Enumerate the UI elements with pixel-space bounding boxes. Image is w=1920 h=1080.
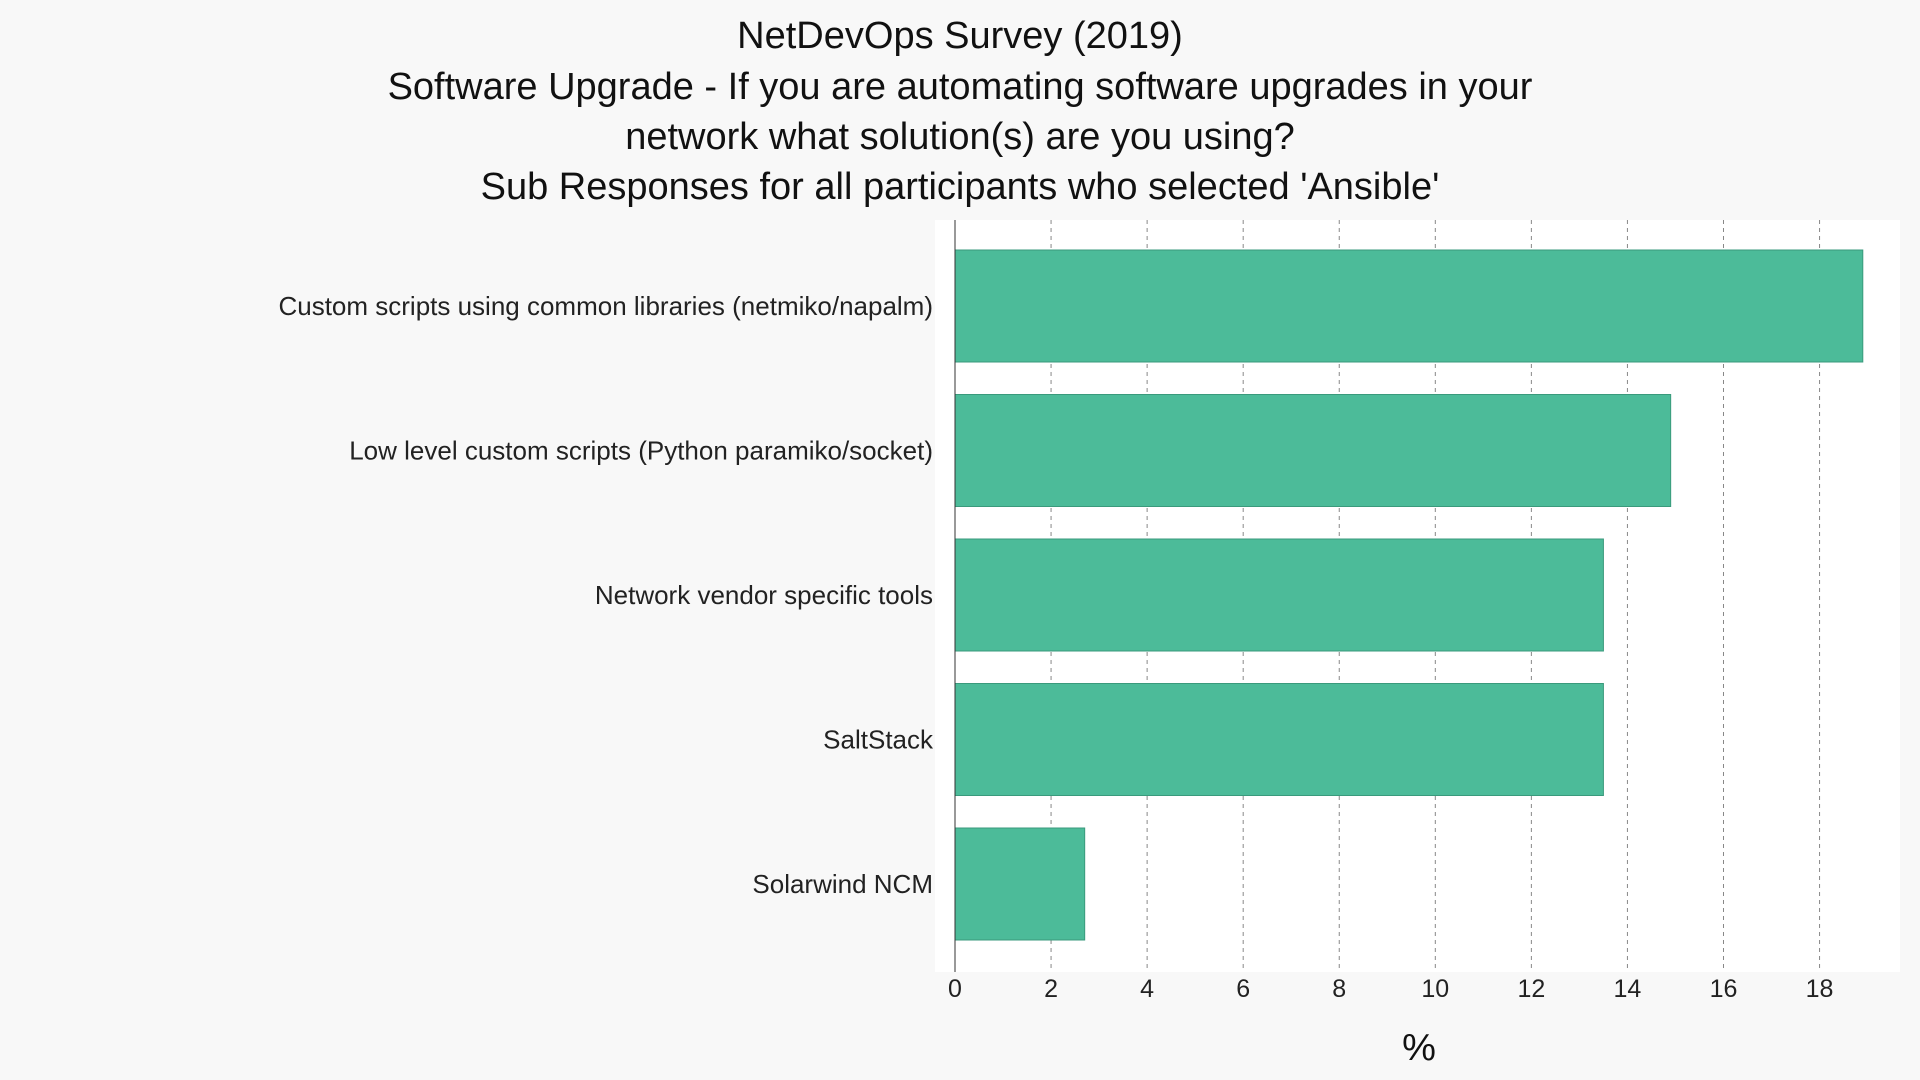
bar xyxy=(954,683,1604,796)
x-tick-label: 2 xyxy=(1044,975,1058,1003)
bar xyxy=(954,827,1086,941)
title-line-4: Sub Responses for all participants who s… xyxy=(481,166,1440,208)
x-axis-title: % xyxy=(1402,1027,1436,1069)
title-line-1: NetDevOps Survey (2019) xyxy=(737,15,1183,57)
title-line-3: network what solution(s) are you using? xyxy=(625,116,1295,158)
x-tick-label: 18 xyxy=(1806,975,1834,1003)
x-tick-label: 0 xyxy=(948,975,962,1003)
x-tick-label: 12 xyxy=(1517,975,1545,1003)
title-line-2: Software Upgrade - If you are automating… xyxy=(388,66,1533,108)
x-tick-label: 6 xyxy=(1236,975,1250,1003)
bar xyxy=(954,538,1604,652)
x-tick-label: 10 xyxy=(1421,975,1449,1003)
category-label: SaltStack xyxy=(823,725,934,755)
chart-title: NetDevOps Survey (2019) Software Upgrade… xyxy=(388,15,1533,208)
x-tick-label: 4 xyxy=(1140,975,1154,1003)
bar xyxy=(954,394,1672,507)
bar xyxy=(954,249,1864,363)
bars xyxy=(954,249,1864,941)
category-label: Custom scripts using common libraries (n… xyxy=(278,291,933,321)
x-tick-label: 16 xyxy=(1710,975,1738,1003)
x-tick-label: 14 xyxy=(1614,975,1642,1003)
x-tick-label: 8 xyxy=(1332,975,1346,1003)
category-label: Low level custom scripts (Python paramik… xyxy=(349,436,933,466)
x-tick-labels: 0 2 4 6 8 10 12 14 16 18 xyxy=(948,975,1833,1003)
category-label: Solarwind NCM xyxy=(752,869,933,899)
category-labels: Custom scripts using common libraries (n… xyxy=(278,291,934,899)
category-label: Network vendor specific tools xyxy=(595,580,933,610)
